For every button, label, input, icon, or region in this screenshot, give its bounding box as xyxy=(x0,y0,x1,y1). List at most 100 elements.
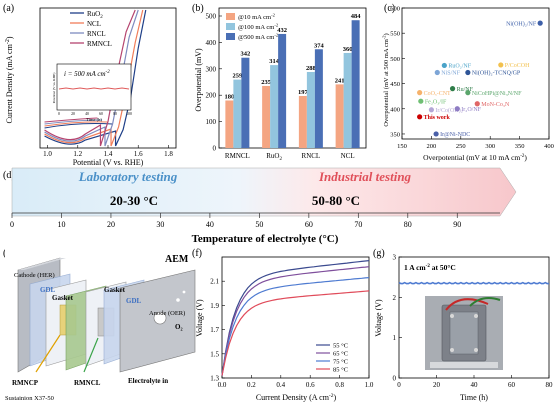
panel-c-ylabel: Overpotential (mV at 500 mA cm-2) xyxy=(382,33,391,126)
red-wire xyxy=(445,298,489,311)
curve-return-rncl xyxy=(44,119,102,125)
bolt xyxy=(474,348,478,352)
panel-a-letter: (a) xyxy=(3,3,14,14)
temperature-tick-label: 90 xyxy=(453,220,461,229)
xtick-label: 20 xyxy=(433,381,441,389)
scatter-point-label: This work xyxy=(424,115,451,121)
rmncl-pointer xyxy=(83,337,99,373)
temperature-tick-label: 70 xyxy=(354,220,362,229)
bar-ruo2-2 xyxy=(278,33,287,149)
xtick-label: 300 xyxy=(485,143,495,150)
panel-g-title: 1 A cm-2 at 50°C xyxy=(404,263,456,272)
xtick-label: 1.4 xyxy=(104,150,113,158)
scatter-point xyxy=(498,62,504,68)
panel-f-letter: (f) xyxy=(192,248,202,259)
xtick-label: 1.0 xyxy=(43,150,52,158)
legend-rncl: RNCL xyxy=(87,30,106,38)
curve-85c xyxy=(221,290,370,376)
panel-a-legend: RuO2 NCL RNCL RMNCL xyxy=(70,10,112,48)
scatter-point xyxy=(441,62,447,69)
scatter-point-label: NiS/NF xyxy=(441,71,460,77)
temperature-tick-label: 20 xyxy=(107,220,115,229)
ytick-label: 500 xyxy=(206,13,217,21)
ytick-label: 1.5 xyxy=(210,350,219,358)
legend-label: 55 °C xyxy=(333,343,348,350)
temperature-xlabel: Temperature of electrolyte (°C) xyxy=(192,233,339,245)
ytick-label: 500 xyxy=(390,56,400,63)
panel-f-legend: 55 °C65 °C75 °C85 °C xyxy=(316,343,348,374)
category-label: RMNCL xyxy=(225,152,250,160)
electrolyte-inlet xyxy=(153,311,167,325)
bar-ncl-0 xyxy=(335,84,344,148)
legend-label: 85 °C xyxy=(333,367,348,374)
green-wire xyxy=(469,297,501,307)
temperature-tick-label: 60 xyxy=(305,220,313,229)
bar-rncl-2 xyxy=(314,49,323,148)
panel-b-ylabel: Overpotential (mV) xyxy=(194,48,203,112)
electrolyte-label: Electrolyte in xyxy=(128,377,168,385)
legend-label: 65 °C xyxy=(333,351,348,358)
xtick-label: 0 xyxy=(397,381,401,389)
panel-g-xlabel: Time (h) xyxy=(460,393,488,402)
inset-xtick-label: 20 xyxy=(71,112,75,116)
panel-a-xticks: 1.0 1.2 1.4 1.6 1.8 xyxy=(43,145,173,158)
cathode-label: Cathode (HER) xyxy=(14,272,55,279)
ytick-label: 200 xyxy=(206,92,217,100)
panel-c-axes xyxy=(401,7,550,140)
xtick-label: 0.0 xyxy=(218,381,227,389)
panel-c-xlabel: Overpotential (mV at 10 mA cm-2) xyxy=(423,153,527,162)
panel-b: (b) Overpotential (mV) 0100200300400500 … xyxy=(192,3,367,162)
bar-rmncl-1 xyxy=(233,79,242,148)
bubble xyxy=(182,290,186,294)
panel-f-ylabel: Voltage (V) xyxy=(195,299,204,337)
bolt xyxy=(474,314,478,318)
cathode-plate-top xyxy=(18,258,66,270)
industrial-temp: 50-80 °C xyxy=(312,193,360,208)
rmncl-label: RMNCL xyxy=(74,379,101,387)
curve-55c xyxy=(221,260,370,376)
inset-xticks: 0 20 40 60 80 100 xyxy=(58,112,132,116)
panel-a-inset: i = 500 mA cm-2 Potential (V vs. RHE) 0 2… xyxy=(52,63,132,122)
xtick-label: 250 xyxy=(456,143,466,150)
rmncp-label: RMNCP xyxy=(12,379,39,387)
scatter-point-label: Ru/NF xyxy=(457,87,474,93)
temperature-tick-label: 0 xyxy=(10,220,14,229)
scatter-point-label: CoOₓ-CNT xyxy=(424,91,451,97)
bar-value-label: 241 xyxy=(335,77,345,84)
bolt xyxy=(450,314,454,318)
xtick-label: 0.2 xyxy=(247,381,256,389)
legend-ncl: NCL xyxy=(87,20,101,28)
legend-label: 75 °C xyxy=(333,359,348,366)
panel-g-ticks: 0 20 40 60 80 0 1 2 3 xyxy=(393,254,554,390)
xtick-label: 0.8 xyxy=(335,381,344,389)
bar-rncl-1 xyxy=(306,71,315,148)
panel-d: (d) Laboratory testing Industrial testin… xyxy=(3,167,517,245)
bar-rmncl-2 xyxy=(241,57,250,148)
electrolyzer-photo xyxy=(425,296,503,370)
panel-g-letter: (g) xyxy=(373,248,385,259)
category-label: RNCL xyxy=(302,152,321,160)
xtick-label: 0.6 xyxy=(306,381,315,389)
xtick-label: 1.8 xyxy=(164,150,173,158)
ytick-label: 0 xyxy=(213,145,217,153)
xtick-label: 0.4 xyxy=(276,381,285,389)
laboratory-label: Laboratory testing xyxy=(78,169,178,184)
bar-value-label: 374 xyxy=(314,42,325,49)
o2-label: O₂ xyxy=(175,323,183,331)
ytick-label: 300 xyxy=(206,65,217,73)
temperature-tick-label: 50 xyxy=(255,220,263,229)
scatter-point xyxy=(465,69,471,76)
category-label: NCL xyxy=(341,152,355,160)
xtick-label: 1.6 xyxy=(134,150,143,158)
panel-a-ylabel: Current Density (mA cm-2) xyxy=(5,36,14,123)
curve-ncl xyxy=(44,9,144,147)
scatter-point-label: Ni(OH)₂-TCNQ/GP xyxy=(472,70,521,77)
bar-value-label: 314 xyxy=(269,58,280,65)
gasket-anode-label: Gasket xyxy=(104,286,126,294)
bar-value-label: 360 xyxy=(343,46,353,53)
xtick-label: 150 xyxy=(397,143,407,150)
gdl-cathode-label: GDL xyxy=(40,286,56,294)
panel-f-ticks: 0.0 0.2 0.4 0.6 0.8 1.0 1.3 1.5 1.7 1.9 2.1 xyxy=(210,278,374,389)
panel-f-axes xyxy=(221,256,370,379)
panel-c: (c) Overpotential (mV at 500 mA cm-2) 15… xyxy=(382,3,554,162)
